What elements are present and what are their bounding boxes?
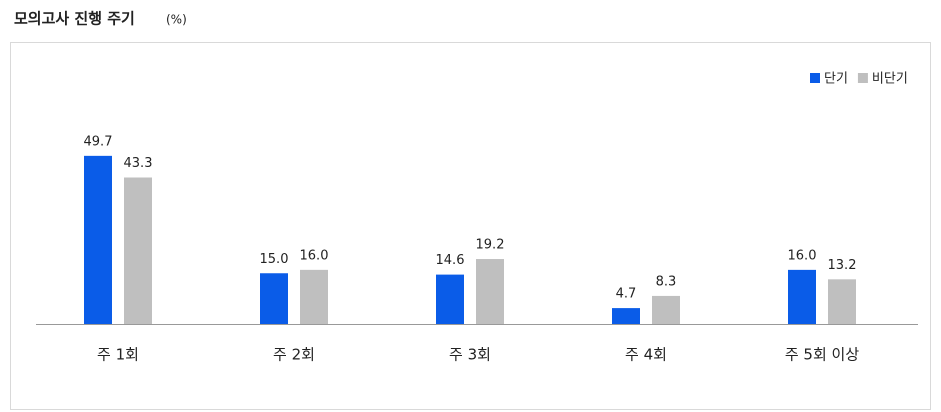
bar [828, 279, 856, 324]
value-label: 13.2 [828, 258, 857, 273]
value-label: 16.0 [788, 248, 817, 263]
bar [260, 273, 288, 324]
value-label: 4.7 [616, 287, 637, 302]
legend-swatch [857, 73, 868, 83]
bar [436, 274, 464, 324]
chart-title: 모의고사 진행 주기 [14, 10, 135, 28]
x-tick-label: 주 5회 이상 [785, 346, 859, 364]
bar [612, 308, 640, 324]
bar [300, 269, 328, 324]
bar [124, 177, 152, 324]
legend-label: 비단기 [872, 72, 908, 87]
legend-swatch [810, 73, 820, 83]
x-tick-label: 주 4회 [625, 346, 667, 364]
bar [652, 295, 680, 324]
bar [476, 259, 504, 324]
bar [84, 155, 112, 324]
x-tick-label: 주 2회 [273, 346, 315, 364]
value-label: 19.2 [476, 238, 505, 253]
chart-frame [10, 42, 931, 410]
value-label: 43.3 [124, 156, 153, 171]
value-label: 49.7 [84, 134, 113, 149]
chart-unit: (%) [166, 13, 187, 27]
x-tick-label: 주 3회 [449, 346, 491, 364]
value-label: 8.3 [656, 274, 677, 289]
bar [788, 269, 816, 324]
value-label: 16.0 [300, 248, 329, 263]
legend-label: 단기 [824, 72, 848, 87]
value-label: 15.0 [260, 252, 289, 267]
x-tick-label: 주 1회 [97, 346, 139, 364]
value-label: 14.6 [436, 253, 465, 268]
